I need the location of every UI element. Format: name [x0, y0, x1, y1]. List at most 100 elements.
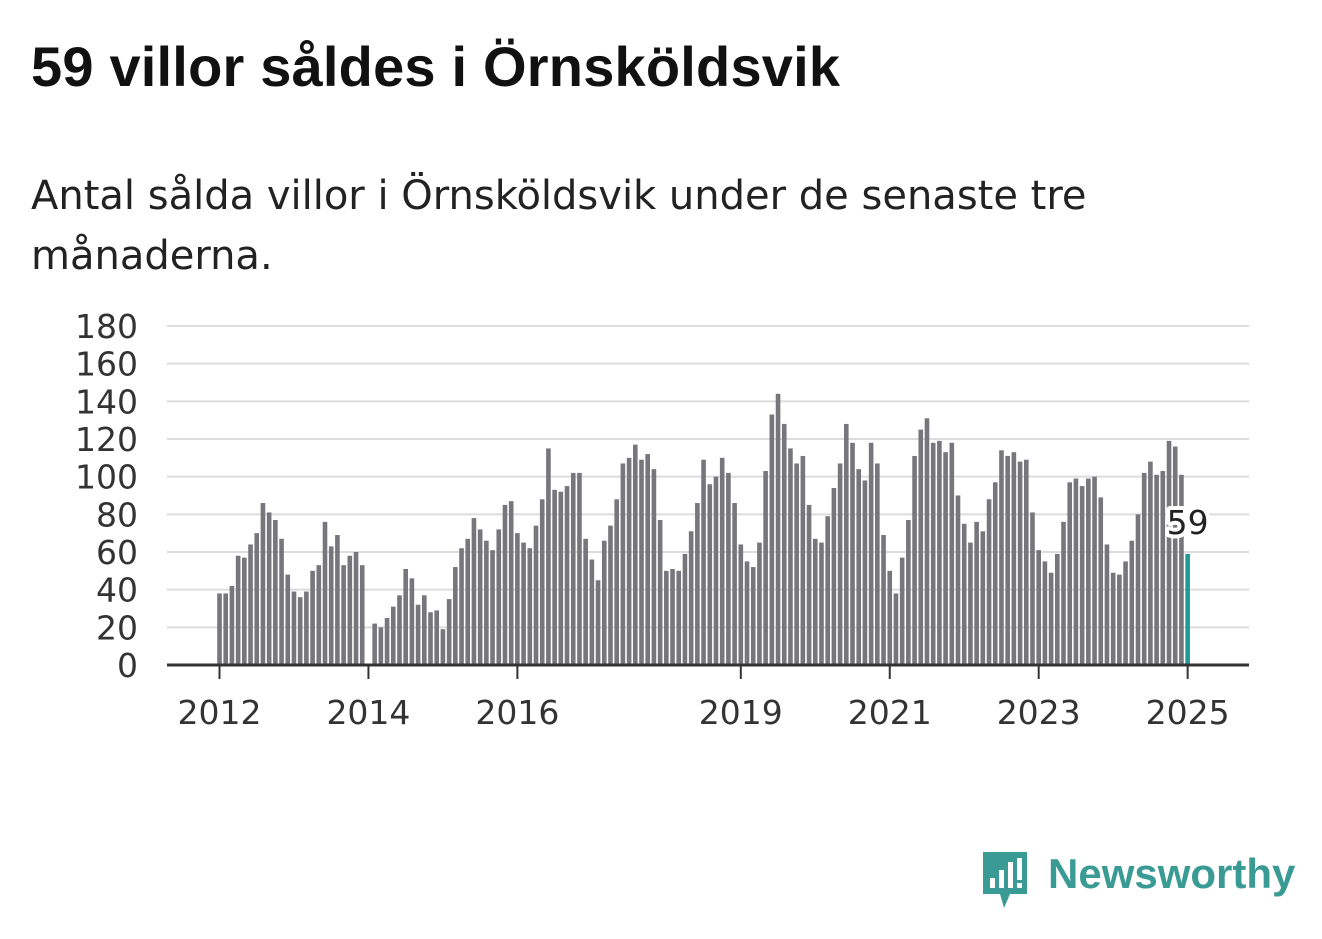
bar: [477, 529, 483, 665]
bar: [1023, 459, 1029, 665]
y-tick-label: 180: [75, 307, 138, 346]
bar: [924, 418, 930, 665]
bar: [614, 499, 619, 665]
bar: [223, 593, 229, 665]
bar: [415, 604, 421, 665]
bar: [974, 521, 979, 665]
bar: [620, 463, 626, 665]
bar: [1135, 514, 1141, 665]
bar: [428, 612, 433, 665]
bar: [217, 593, 222, 665]
bar-highlight: [1185, 553, 1190, 665]
newsworthy-logo: Newsworthy: [980, 848, 1300, 912]
bar: [750, 567, 756, 665]
bar: [955, 495, 961, 665]
bar: [285, 574, 291, 665]
bar: [1104, 544, 1110, 665]
y-tick-label: 60: [96, 533, 138, 572]
chart-subtitle: Antal sålda villor i Örnsköldsvik under …: [31, 173, 1087, 279]
highlight-value-label: 59: [1167, 503, 1209, 542]
bar: [446, 599, 452, 665]
bar: [310, 570, 315, 665]
bar: [1172, 446, 1178, 665]
bar: [943, 452, 948, 665]
x-tick-label: 2016: [475, 693, 559, 732]
bar: [930, 442, 936, 665]
bar: [583, 538, 588, 665]
bar: [266, 512, 272, 665]
bar: [465, 538, 471, 665]
bar: [601, 540, 607, 665]
bar: [235, 555, 241, 665]
bar: [515, 533, 520, 665]
bar: [732, 503, 737, 665]
bar: [639, 459, 644, 665]
bar: [1017, 461, 1023, 665]
bar: [794, 463, 799, 665]
bar: [763, 471, 768, 665]
bar: [844, 423, 849, 665]
bar: [1129, 540, 1135, 665]
bar: [384, 617, 390, 665]
bar: [670, 568, 675, 665]
bar: [1011, 452, 1017, 665]
bar: [1110, 572, 1116, 665]
bar: [1048, 572, 1054, 665]
bar: [726, 472, 731, 665]
bar: [1061, 521, 1066, 665]
y-tick-label: 80: [96, 495, 138, 534]
bar: [713, 476, 719, 665]
bar: [471, 518, 477, 665]
bar: [695, 503, 700, 665]
bar: [1055, 553, 1060, 665]
bar: [664, 570, 669, 665]
bar: [812, 538, 818, 665]
bar: [868, 442, 874, 665]
bar: [887, 570, 893, 665]
bar: [1117, 574, 1122, 665]
bar: [1086, 478, 1091, 665]
bar: [502, 504, 508, 665]
bar: [1030, 512, 1035, 665]
bar: [570, 472, 576, 665]
y-tick-label: 160: [75, 345, 138, 384]
bar: [738, 544, 744, 665]
bar: [1042, 561, 1048, 665]
chart-title: 59 villor såldes i Örnsköldsvik: [31, 35, 841, 98]
bar: [521, 542, 526, 665]
x-tick-label: 2012: [178, 693, 262, 732]
bar: [1036, 550, 1041, 665]
bar: [986, 499, 992, 665]
bar: [229, 585, 235, 665]
bar: [347, 555, 353, 665]
bar: [676, 570, 682, 665]
bar: [937, 440, 942, 665]
bar: [657, 519, 663, 665]
bar: [992, 482, 998, 665]
bar: [260, 503, 266, 665]
bar: [949, 442, 955, 665]
x-tick-label: 2021: [848, 693, 932, 732]
bar: [906, 519, 911, 665]
bar: [564, 486, 570, 665]
bar: [781, 423, 787, 665]
bar: [999, 450, 1004, 665]
bar: [806, 504, 812, 665]
bar: [980, 531, 986, 665]
bar: [881, 535, 886, 665]
bar: [421, 595, 427, 665]
bar: [875, 463, 880, 665]
bar: [1092, 476, 1097, 665]
bar: [595, 580, 601, 665]
bar: [378, 627, 384, 665]
bar: [453, 567, 458, 665]
newsworthy-logo-icon: [983, 852, 1027, 908]
bar: [1079, 486, 1085, 665]
y-tick-label: 40: [96, 571, 138, 610]
bar: [961, 523, 967, 665]
bar: [242, 557, 247, 665]
bar: [490, 550, 495, 665]
bar: [397, 595, 402, 665]
bar: [390, 606, 396, 665]
